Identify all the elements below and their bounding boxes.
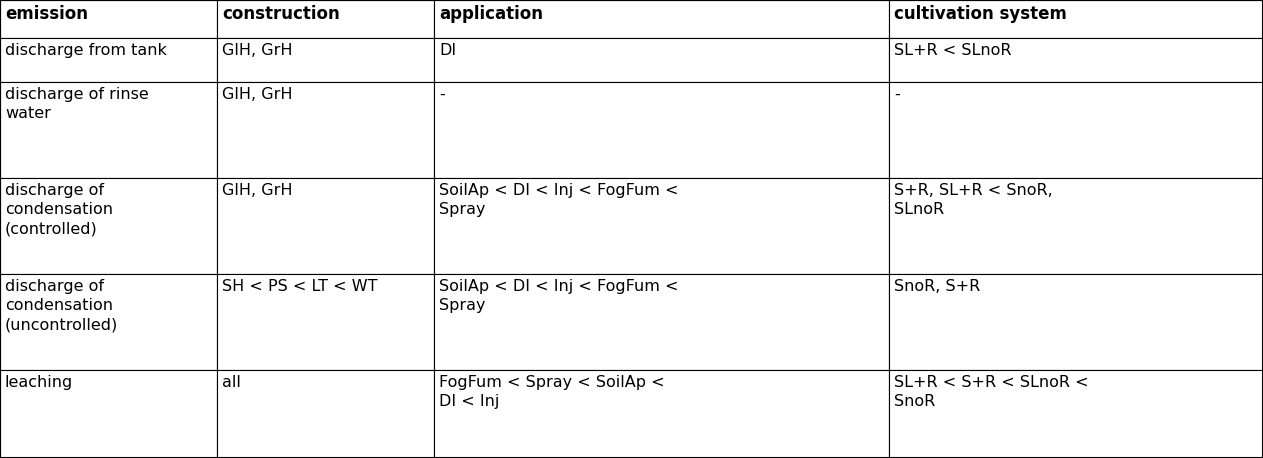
Bar [434, 178, 889, 274]
Text: all: all [222, 375, 241, 390]
Bar [217, 0, 434, 38]
Text: GlH, GrH: GlH, GrH [222, 183, 293, 198]
Bar [217, 178, 434, 274]
Text: construction: construction [222, 5, 340, 23]
Text: cultivation system: cultivation system [894, 5, 1067, 23]
Bar [889, 0, 1263, 38]
Bar [889, 370, 1263, 458]
Text: SH < PS < LT < WT: SH < PS < LT < WT [222, 279, 378, 294]
Text: discharge of rinse
water: discharge of rinse water [5, 87, 149, 121]
Bar [217, 82, 434, 178]
Text: SnoR, S+R: SnoR, S+R [894, 279, 980, 294]
Bar [434, 82, 889, 178]
Bar [889, 82, 1263, 178]
Text: -: - [440, 87, 446, 102]
Text: FogFum < Spray < SoilAp <
DI < Inj: FogFum < Spray < SoilAp < DI < Inj [440, 375, 666, 409]
Bar [0, 274, 217, 370]
Bar [434, 274, 889, 370]
Bar [0, 38, 217, 82]
Text: GlH, GrH: GlH, GrH [222, 87, 293, 102]
Text: -: - [894, 87, 901, 102]
Bar [0, 82, 217, 178]
Text: discharge of
condensation
(controlled): discharge of condensation (controlled) [5, 183, 112, 236]
Text: SoilAp < DI < Inj < FogFum <
Spray: SoilAp < DI < Inj < FogFum < Spray [440, 279, 679, 313]
Text: discharge of
condensation
(uncontrolled): discharge of condensation (uncontrolled) [5, 279, 119, 332]
Bar [434, 38, 889, 82]
Bar [434, 0, 889, 38]
Text: application: application [440, 5, 543, 23]
Text: leaching: leaching [5, 375, 73, 390]
Bar [889, 178, 1263, 274]
Bar [889, 274, 1263, 370]
Text: SoilAp < DI < Inj < FogFum <
Spray: SoilAp < DI < Inj < FogFum < Spray [440, 183, 679, 217]
Bar [217, 274, 434, 370]
Bar [0, 370, 217, 458]
Text: SL+R < S+R < SLnoR <
SnoR: SL+R < S+R < SLnoR < SnoR [894, 375, 1089, 409]
Text: GlH, GrH: GlH, GrH [222, 43, 293, 58]
Text: S+R, SL+R < SnoR,
SLnoR: S+R, SL+R < SnoR, SLnoR [894, 183, 1053, 217]
Text: discharge from tank: discharge from tank [5, 43, 167, 58]
Bar [0, 178, 217, 274]
Bar [217, 38, 434, 82]
Bar [0, 0, 217, 38]
Bar [434, 370, 889, 458]
Text: emission: emission [5, 5, 88, 23]
Bar [889, 38, 1263, 82]
Text: SL+R < SLnoR: SL+R < SLnoR [894, 43, 1012, 58]
Bar [217, 370, 434, 458]
Text: DI: DI [440, 43, 457, 58]
